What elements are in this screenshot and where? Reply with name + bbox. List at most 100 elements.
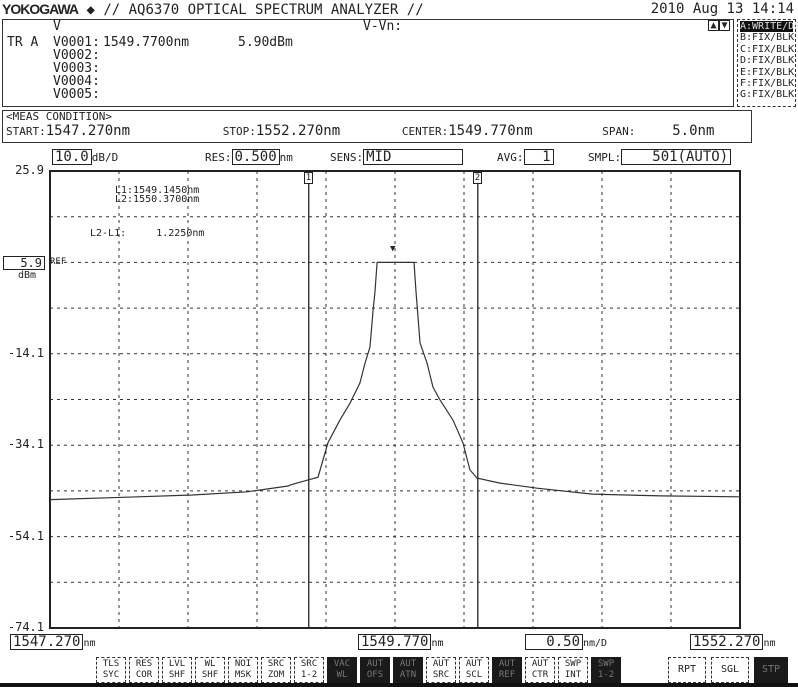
center-value: 1549.770nm [448, 123, 533, 139]
div-field[interactable]: 0.50 [525, 634, 583, 650]
center-label: CENTER: [401, 125, 449, 138]
trace-item[interactable]: A:WRITE/DSP [740, 21, 798, 33]
softkey-tls-syc[interactable]: TLS SYC [96, 657, 126, 683]
span-value: 5.0nm [672, 123, 715, 139]
smpl-field[interactable]: 501(AUTO) [621, 149, 732, 165]
softkey-src-zom[interactable]: SRC ZOM [261, 657, 291, 683]
trace-a-line [49, 261, 741, 501]
trace-item[interactable]: G:FIX/BLK [740, 89, 794, 101]
softkey-aut-ctr[interactable]: AUT CTR [525, 657, 555, 683]
y-tick-label: -74.1 [7, 620, 44, 634]
stop-readout: 1552.270 nm [690, 634, 775, 650]
scale-unit: dB/D [91, 151, 119, 164]
softkey-noi-msk[interactable]: NOI MSK [228, 657, 258, 683]
trace-id: A:WRITE [740, 21, 783, 32]
bottom-border [0, 683, 798, 687]
l2-readout: L2:1550.3700nm [115, 194, 200, 205]
run-key-rpt[interactable]: RPT [668, 657, 706, 683]
center-unit: nm [431, 638, 444, 649]
trace-mode: /BLK [770, 66, 795, 78]
trace-item[interactable]: F:FIX/BLK [740, 78, 795, 90]
model-title: // AQ6370 OPTICAL SPECTRUM ANALYZER // [103, 2, 424, 18]
scroll-down-icon[interactable]: ▼ [719, 20, 730, 31]
trace-item[interactable]: E:FIX/BLK [740, 66, 795, 78]
div-readout: 0.50 nm/D [525, 634, 607, 650]
center-field[interactable]: 1549.770 [358, 634, 432, 650]
trace-id: B:FIX [740, 32, 771, 44]
run-key-stp[interactable]: STP [754, 657, 788, 683]
div-unit: nm/D [583, 638, 608, 649]
trace-label: TR A [7, 35, 39, 50]
scale-group: 10.0 dB/D [52, 149, 118, 165]
diamond-icon: ◆ [86, 2, 95, 18]
res-group: RES: 0.500 nm [205, 149, 293, 165]
trace-list: A:WRITE/DSPB:FIX/BLKC:FIX/BLKD:FIX/BLKE:… [737, 19, 798, 107]
sens-field[interactable]: MID [363, 149, 464, 165]
softkey-aut-ofs[interactable]: AUT OFS [360, 657, 390, 683]
start-value: 1547.270nm [45, 123, 131, 139]
softkey-aut-src[interactable]: AUT SRC [426, 657, 456, 683]
res-label: RES: [205, 151, 232, 164]
smpl-label: SMPL: [588, 151, 622, 164]
softkey-swp-int[interactable]: SWP INT [558, 657, 588, 683]
stop-field[interactable]: 1552.270 [690, 634, 764, 650]
trace-id: F:FIX [740, 78, 771, 90]
softkey-aut-ref[interactable]: AUT REF [492, 657, 522, 683]
marker-panel: V V-Vn: TR A V0001: 1549.7700nm 5.90dBm V00… [2, 19, 734, 107]
sens-group: SENS: MID [330, 149, 464, 165]
avg-field[interactable]: 1 [523, 149, 554, 165]
marker-wavelength: 1549.7700nm [103, 35, 190, 50]
title-bar: YOKOGAWA ◆ // AQ6370 OPTICAL SPECTRUM AN… [2, 1, 424, 18]
marker-name: V0003: [53, 61, 100, 76]
trace-id: G:FIX [740, 89, 771, 101]
marker-name: V0004: [53, 74, 100, 89]
l2-tag[interactable]: 2 [473, 172, 482, 184]
softkey-res-cor[interactable]: RES COR [129, 657, 159, 683]
trace-mode: /BLK [770, 43, 795, 55]
brand-logo: YOKOGAWA [2, 1, 79, 17]
y-tick-label: -34.1 [7, 437, 44, 452]
softkey-swp-1-2[interactable]: SWP 1-2 [591, 657, 621, 683]
softkey-lvl-shf[interactable]: LVL SHF [162, 657, 192, 683]
softkey-src-1-2[interactable]: SRC 1-2 [294, 657, 324, 683]
trace-item[interactable]: C:FIX/BLK [740, 43, 795, 55]
ref-unit: dBm [18, 270, 37, 281]
marker-name: V0002: [53, 48, 100, 63]
avg-label: AVG: [497, 151, 524, 164]
center-readout: 1549.770 nm [358, 634, 443, 650]
scroll-arrows[interactable]: ▲ ▼ [708, 20, 730, 31]
meas-title: <MEAS CONDITION> [6, 110, 112, 123]
datetime: 2010 Aug 13 14:14 [650, 1, 794, 17]
marker-name: V0001: [53, 35, 100, 50]
meas-condition: <MEAS CONDITION> START: 1547.270nm STOP: 1… [2, 110, 752, 143]
res-unit: nm [279, 151, 293, 164]
softkey-aut-scl[interactable]: AUT SCL [459, 657, 489, 683]
line-marker-readout: L1:1549.1450nm L2:1550.3700nm [115, 186, 200, 205]
softkey-wl-shf[interactable]: WL SHF [195, 657, 225, 683]
softkey-aut-atn[interactable]: AUT ATN [393, 657, 423, 683]
y-tick-label: 25.9 [15, 163, 44, 177]
trace-item[interactable]: B:FIX/BLK [740, 32, 795, 44]
y-tick-label: -14.1 [7, 345, 44, 360]
plot-frame [49, 170, 741, 629]
l1-tag[interactable]: 1 [304, 172, 313, 184]
trace-item[interactable]: D:FIX/BLK [740, 55, 794, 67]
span-label: SPAN: [602, 125, 636, 138]
trace-mode: /BLK [770, 78, 795, 90]
softkey-vac-wl[interactable]: VAC WL [327, 657, 357, 683]
start-field[interactable]: 1547.270 [10, 634, 84, 650]
res-field[interactable]: 0.500 [231, 149, 280, 165]
marker-col-head: V [53, 19, 61, 34]
stop-value: 1552.270nm [255, 123, 341, 139]
scale-field[interactable]: 10.0 [52, 149, 92, 165]
stop-label: STOP: [222, 125, 256, 138]
peak-marker-icon: ▼ [390, 244, 396, 254]
trace-id: D:FIX [740, 55, 771, 67]
scroll-up-icon[interactable]: ▲ [708, 20, 719, 31]
trace-mode: /BLK [770, 32, 795, 44]
trace-id: E:FIX [740, 66, 771, 78]
ref-level-field[interactable]: 5.9 [3, 256, 45, 270]
run-key-sgl[interactable]: SGL [711, 657, 749, 683]
trace-mode: /DSP [782, 21, 798, 32]
